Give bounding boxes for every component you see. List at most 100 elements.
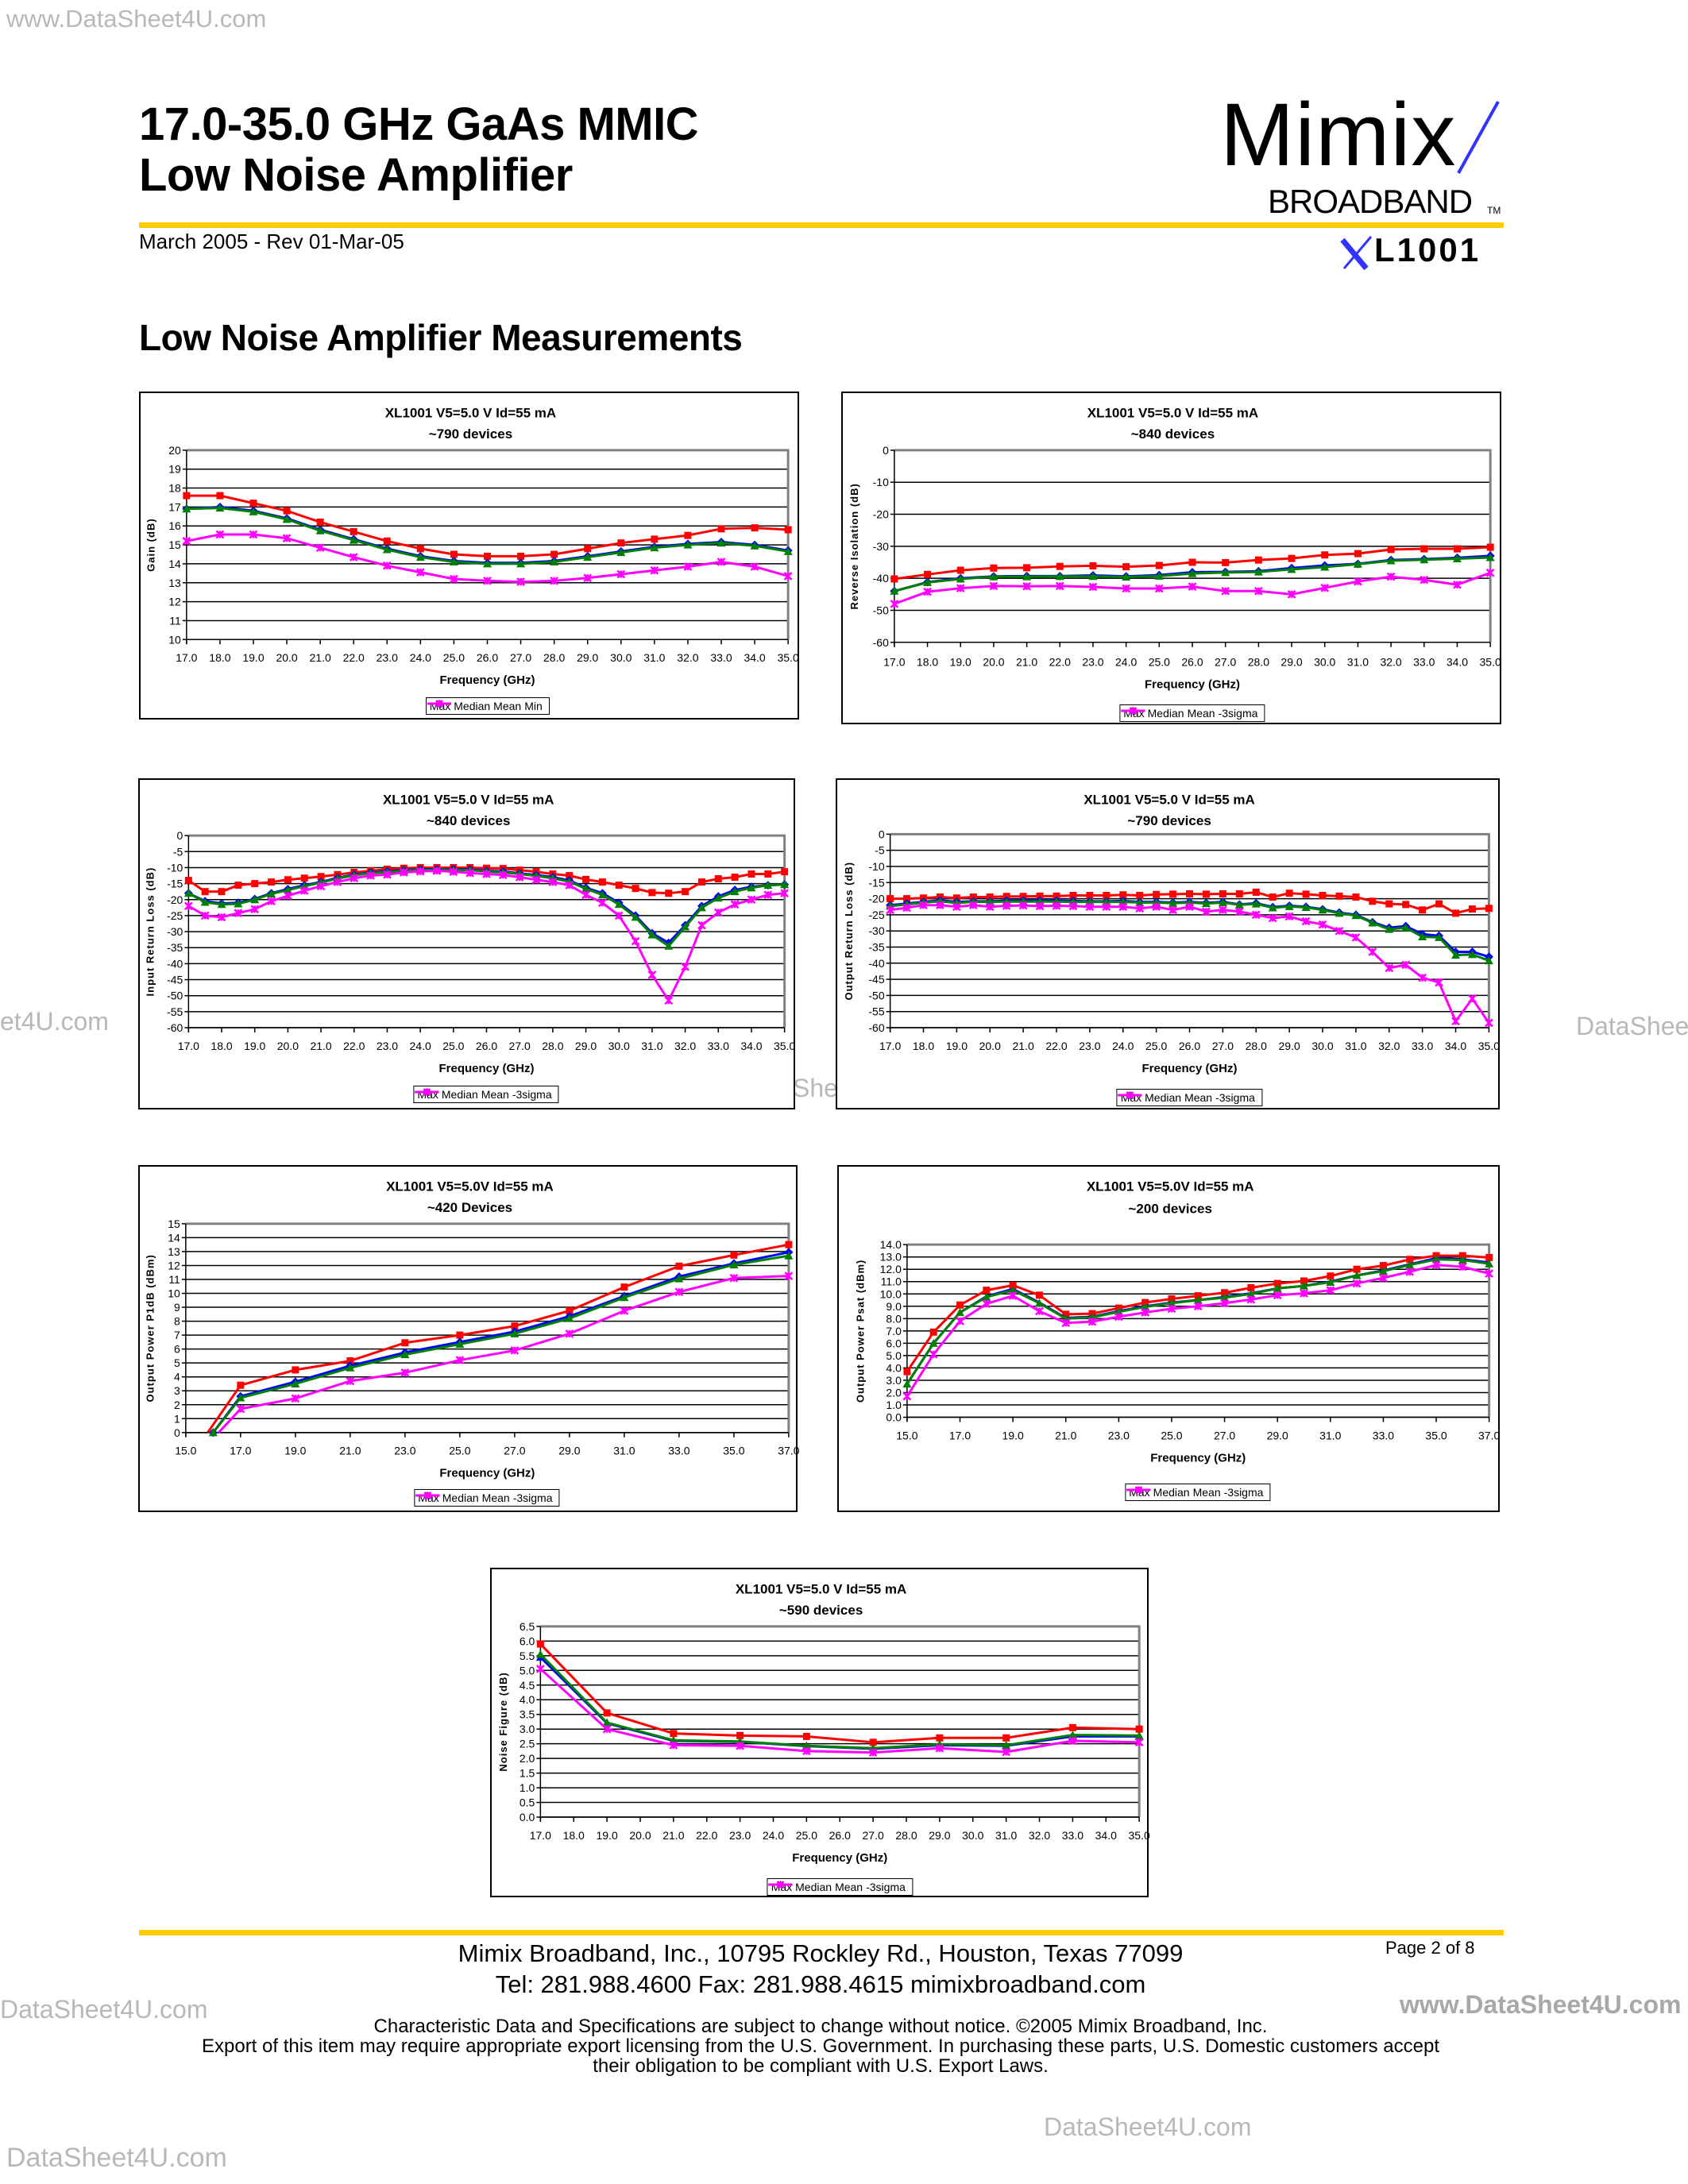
x-tick-label: 25.0 [443, 651, 465, 664]
y-tick-label: 4.0 [886, 1362, 902, 1375]
chart-legend: MaxMedianMean-3sigma [767, 1877, 913, 1896]
data-point-square [956, 1301, 964, 1309]
data-point-x [1114, 1312, 1123, 1322]
data-point-x [299, 886, 309, 895]
data-point-x [1140, 1308, 1149, 1318]
x-tick-label: 20.0 [979, 1040, 1000, 1052]
y-tick-label: -20 [868, 893, 884, 905]
x-tick-label: 31.0 [613, 1445, 635, 1457]
data-point-x [1420, 575, 1428, 585]
y-tick-label: 13 [169, 576, 182, 588]
data-point-square [664, 889, 672, 897]
data-point-x [283, 891, 292, 901]
series-max [536, 1640, 1143, 1746]
data-point-triangle [747, 883, 756, 892]
legend-swatch-icon [1121, 706, 1145, 715]
data-point-x [680, 962, 689, 971]
y-tick-label: 0.0 [886, 1411, 902, 1424]
data-point-x [333, 878, 342, 886]
x-tick-label: 31.0 [641, 1040, 662, 1052]
data-point-x [282, 533, 292, 542]
x-tick-label: 28.0 [1248, 655, 1269, 668]
data-point-triangle [763, 881, 772, 889]
data-point-triangle [1450, 951, 1460, 959]
y-tick-label: 13.0 [879, 1251, 901, 1264]
y-tick-label: 2.5 [520, 1738, 535, 1750]
x-tick-label: 22.0 [1045, 1040, 1067, 1052]
data-point-triangle [564, 1314, 574, 1322]
data-point-square [1385, 900, 1393, 908]
x-tick-label: 21.0 [1055, 1430, 1076, 1442]
data-point-square [1135, 1725, 1143, 1733]
x-tick-label: 18.0 [563, 1829, 585, 1842]
data-point-triangle [1002, 1740, 1011, 1749]
data-point-x [730, 900, 740, 909]
data-point-x [548, 878, 557, 886]
watermark: DataSheet4U.com [6, 2143, 227, 2173]
data-point-x [918, 901, 928, 910]
series-line [539, 1642, 1140, 1744]
data-point-square [736, 1731, 744, 1739]
series-line [217, 1275, 789, 1434]
series-line [906, 1258, 1489, 1385]
legend-label: Median [442, 1491, 479, 1505]
data-point-x [650, 565, 659, 575]
x-tick-label: 18.0 [917, 655, 938, 668]
x-tick-label: 26.0 [477, 651, 498, 664]
data-point-square [747, 870, 755, 878]
data-point-triangle [647, 930, 656, 939]
data-point-x [435, 700, 443, 708]
data-point-x [382, 870, 392, 879]
x-tick-label: 19.0 [949, 655, 971, 668]
y-tick-label: -15 [167, 878, 183, 890]
data-point-square [216, 492, 224, 500]
x-tick-label: 24.0 [1112, 1040, 1134, 1052]
y-tick-label: 10 [168, 1287, 180, 1300]
data-point-x [399, 868, 408, 877]
x-tick-label: 34.0 [1445, 1040, 1466, 1052]
legend-label: Median [454, 700, 491, 712]
legend-label: Mean [1184, 1090, 1213, 1104]
data-point-x [1452, 580, 1462, 589]
data-point-square [632, 885, 639, 893]
logo-trademark: TM [1487, 205, 1501, 216]
x-tick-label: 28.0 [1245, 1040, 1266, 1052]
data-point-triangle [1431, 1255, 1441, 1264]
x-tick-label: 23.0 [376, 1040, 397, 1052]
data-point-triangle [1401, 923, 1411, 932]
data-point-square [1119, 891, 1127, 899]
data-point-square [1335, 892, 1343, 900]
data-point-square [603, 1709, 611, 1717]
x-tick-label: 26.0 [1179, 1040, 1200, 1052]
x-tick-label: 21.0 [310, 651, 331, 664]
y-tick-label: -55 [167, 1005, 183, 1018]
data-point-triangle [1219, 1293, 1229, 1302]
x-tick-label: 33.0 [1413, 655, 1435, 668]
data-point-triangle [616, 547, 626, 556]
data-point-square [784, 1241, 792, 1248]
x-tick-label: 23.0 [377, 651, 398, 664]
data-point-square [1089, 561, 1097, 569]
x-tick-label: 19.0 [243, 651, 265, 664]
legend-label: Median [441, 1088, 478, 1102]
y-tick-label: -5 [875, 844, 885, 857]
y-tick-label: 10.0 [879, 1288, 901, 1301]
x-tick-label: 37.0 [778, 1445, 799, 1457]
x-tick-label: 33.0 [1372, 1430, 1393, 1442]
watermark: www.DataSheet4U.com [1400, 1990, 1682, 2019]
legend-label: -3sigma [1215, 1090, 1255, 1104]
data-point-square [1135, 891, 1143, 899]
legend-label: Mean [481, 1088, 509, 1102]
data-point-x [349, 874, 358, 883]
data-point-square [417, 544, 425, 552]
y-tick-label: 3.0 [520, 1723, 535, 1735]
legend-item: -3sigma [1126, 1486, 1263, 1499]
y-tick-label: 4.0 [520, 1693, 535, 1706]
data-point-triangle [1167, 1298, 1176, 1307]
legend-item: Mean [415, 1088, 509, 1102]
data-point-triangle [981, 1292, 991, 1301]
data-point-square [717, 524, 725, 532]
company-address: Mimix Broadband, Inc., 10795 Rockley Rd.… [458, 1939, 1184, 1967]
y-tick-label: 6.0 [886, 1337, 902, 1350]
x-tick-label: 17.0 [177, 1040, 199, 1052]
